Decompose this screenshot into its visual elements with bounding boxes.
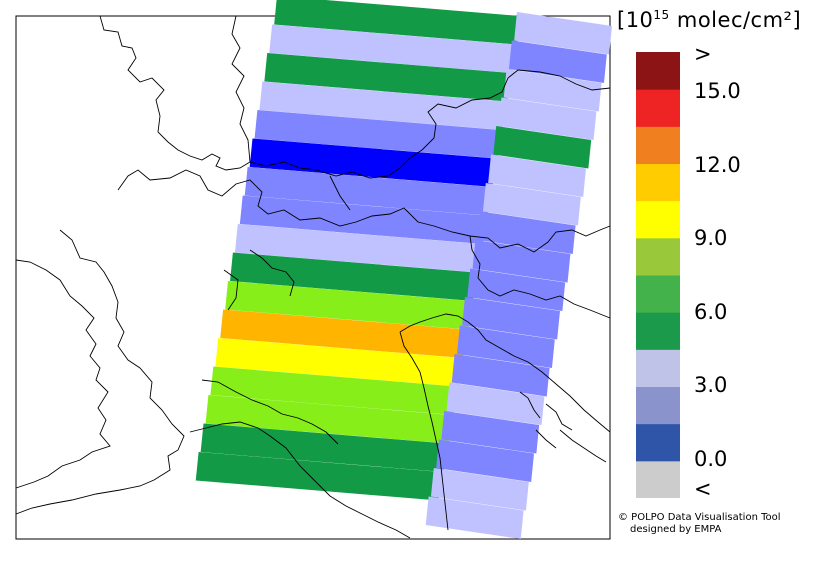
swath-pixel bbox=[503, 69, 602, 112]
swath-pixel bbox=[264, 53, 511, 102]
swath-pixel bbox=[462, 297, 560, 340]
swath-pixel bbox=[498, 97, 597, 140]
swath-pixel bbox=[446, 382, 545, 425]
legend-tick-below: < bbox=[694, 477, 712, 501]
swath-pixel bbox=[467, 268, 566, 311]
swath-pixel bbox=[234, 224, 481, 273]
swath-pixel bbox=[425, 496, 524, 539]
swath-pixel bbox=[274, 0, 520, 45]
swath-pixel bbox=[488, 154, 586, 197]
legend-tick-0: 0.0 bbox=[694, 447, 728, 471]
swath-pixel bbox=[436, 439, 534, 482]
legend-tick-6: 6.0 bbox=[694, 300, 728, 324]
swath-pixel bbox=[482, 183, 581, 226]
credit-line-2: designed by EMPA bbox=[630, 524, 722, 535]
swath-pixel bbox=[220, 309, 467, 358]
legend-tick-12: 12.0 bbox=[694, 153, 741, 177]
swath-pixel bbox=[269, 24, 516, 73]
legend-swatch bbox=[636, 349, 680, 387]
legend-swatch bbox=[636, 89, 680, 127]
legend-swatch bbox=[636, 460, 680, 498]
credit-line-1: © POLPO Data Visualisation Tool bbox=[618, 512, 781, 523]
country-borders bbox=[15, 15, 611, 539]
legend-tick-15: 15.0 bbox=[694, 79, 741, 103]
legend-swatch bbox=[636, 126, 680, 164]
swath-pixel bbox=[259, 81, 506, 130]
legend-colorbar bbox=[636, 52, 680, 498]
swath-pixel bbox=[430, 468, 529, 511]
unit-suffix: molec/cm²] bbox=[669, 8, 802, 32]
swath-pixel bbox=[215, 338, 462, 387]
swath-pixel bbox=[472, 240, 571, 283]
swath-pixel bbox=[200, 423, 447, 472]
swath-pixel bbox=[254, 110, 501, 159]
legend-swatch bbox=[636, 52, 680, 90]
swath-pixel bbox=[493, 126, 592, 169]
swath-pixel bbox=[230, 252, 476, 301]
swath-pixel bbox=[205, 395, 452, 444]
legend-swatch bbox=[636, 386, 680, 425]
legend-swatch bbox=[636, 163, 680, 202]
swath-pixel bbox=[514, 12, 612, 55]
swath-pixel bbox=[249, 138, 496, 187]
legend-tick-9: 9.0 bbox=[694, 226, 728, 250]
unit-exponent: 15 bbox=[653, 8, 670, 22]
legend-swatch bbox=[636, 237, 680, 276]
legend-swatch bbox=[636, 200, 680, 239]
legend-tick-3: 3.0 bbox=[694, 373, 728, 397]
swath-pixel bbox=[210, 366, 457, 415]
swath-pixel bbox=[477, 211, 576, 254]
concentration-swath bbox=[195, 0, 612, 539]
legend-swatch bbox=[636, 275, 680, 313]
swath-pixel bbox=[441, 411, 540, 454]
legend-swatch bbox=[636, 423, 680, 462]
legend-unit-label: [1015 molec/cm²] bbox=[617, 8, 801, 32]
swath-pixel bbox=[508, 40, 607, 83]
unit-prefix: [10 bbox=[617, 8, 654, 32]
swath-pixel bbox=[456, 325, 555, 368]
swath-pixel bbox=[195, 452, 442, 501]
swath-pixel bbox=[225, 281, 471, 330]
swath-pixel bbox=[244, 167, 491, 216]
swath-pixel bbox=[451, 354, 550, 397]
legend-swatch bbox=[636, 312, 680, 350]
legend-tick-above: > bbox=[694, 42, 712, 66]
